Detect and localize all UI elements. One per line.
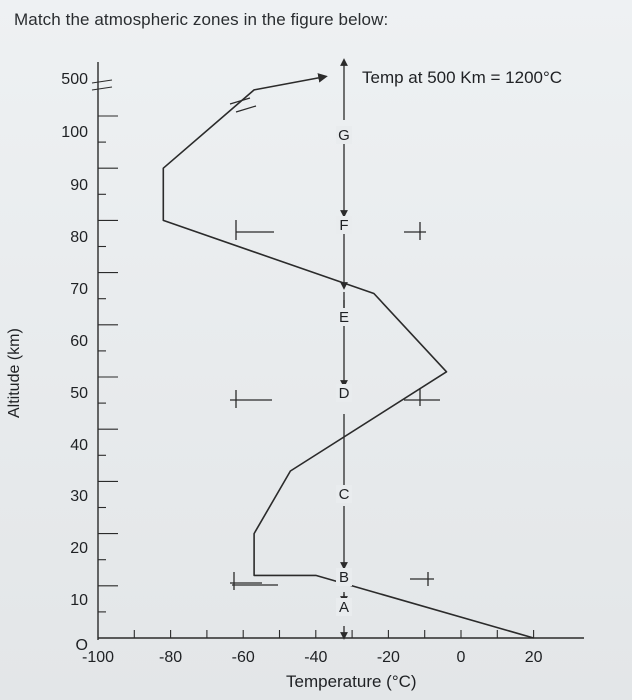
x-tick-label: 20 <box>525 649 543 666</box>
zone-label-e: E <box>339 309 349 326</box>
y-tick-label: 500 <box>61 71 88 88</box>
zone-label-d: D <box>339 385 350 402</box>
x-tick-label: -40 <box>304 649 327 666</box>
profile-line <box>162 73 534 639</box>
zone-letter-bg <box>336 308 352 326</box>
zone-letter-bg <box>336 216 352 234</box>
zone-dividers <box>230 220 440 590</box>
x-tick-label: -100 <box>82 649 114 666</box>
y-tick-label: 20 <box>70 540 88 557</box>
axes-group <box>91 62 584 640</box>
zone-letter-bg <box>336 384 352 402</box>
zone-letters: AB C D E F G <box>336 126 352 616</box>
y-tick-label: 80 <box>70 229 88 246</box>
y-tick-label: 90 <box>70 177 88 194</box>
x-tick-labels: -100 -80 -60 -40 -20 0 20 <box>82 649 543 666</box>
y-tick-label: O <box>76 637 88 654</box>
axis-break-mark <box>91 79 113 84</box>
zone-label-b: B <box>339 569 349 586</box>
x-tick-label: -60 <box>232 649 255 666</box>
zone-label-f: F <box>339 217 348 234</box>
y-tick-label: 70 <box>70 281 88 298</box>
zone-label-c: C <box>339 486 350 503</box>
y-tick-label: 50 <box>70 385 88 402</box>
y-tick-label: 100 <box>61 124 88 141</box>
zone-letter-bg <box>336 598 352 616</box>
y-tick-label: 60 <box>70 333 88 350</box>
temperature-note: Temp at 500 Km = 1200°C <box>362 68 563 87</box>
x-tick-label: 0 <box>457 649 466 666</box>
zone-letter-bg <box>336 126 352 144</box>
x-axis-label: Temperature (°C) <box>286 672 417 691</box>
axis-break-mark <box>91 86 113 91</box>
temperature-profile <box>162 73 534 639</box>
profile-break-mark <box>235 105 257 113</box>
y-tick-label: 30 <box>70 488 88 505</box>
question-text: Match the atmospheric zones in the figur… <box>14 10 389 29</box>
profile-break-mark <box>229 97 251 105</box>
zone-label-g: G <box>338 127 350 144</box>
y-tick-label: 10 <box>70 592 88 609</box>
y-tick-label: 40 <box>70 437 88 454</box>
zone-label-a: A <box>339 599 349 616</box>
y-tick-labels: 500 100 90 80 70 60 50 40 30 20 10 O <box>61 71 88 654</box>
x-tick-label: -80 <box>159 649 182 666</box>
zone-letter-bg <box>336 485 352 503</box>
x-tick-label: -20 <box>377 649 400 666</box>
zone-letter-bg <box>336 568 352 586</box>
